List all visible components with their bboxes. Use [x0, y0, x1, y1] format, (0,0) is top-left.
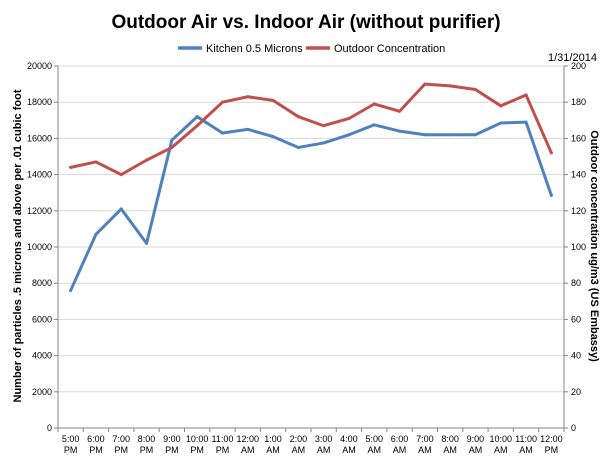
x-tick-label: 10:00 PM — [186, 434, 209, 455]
right-tick-label: 0 — [571, 423, 576, 433]
left-tick-label: 16000 — [27, 133, 52, 143]
data-point-1-15 — [448, 84, 452, 88]
right-tick-label: 160 — [571, 133, 586, 143]
data-point-0-5 — [195, 115, 199, 119]
data-point-1-5 — [195, 124, 199, 128]
right-tick-label: 140 — [571, 170, 586, 180]
series-line-0 — [69, 115, 553, 292]
data-point-0-0 — [69, 288, 73, 292]
data-point-0-12 — [372, 123, 376, 127]
data-point-0-16 — [473, 133, 477, 137]
left-tick-label: 14000 — [27, 170, 52, 180]
data-point-0-14 — [423, 133, 427, 137]
chart-title: Outdoor Air vs. Indoor Air (without puri… — [111, 12, 500, 33]
data-point-1-14 — [423, 82, 427, 86]
data-point-1-3 — [145, 158, 149, 162]
data-point-1-4 — [170, 145, 174, 149]
data-point-0-18 — [524, 120, 528, 124]
legend: Kitchen 0.5 Microns Outdoor Concentratio… — [178, 43, 445, 55]
data-point-0-3 — [145, 241, 149, 245]
left-tick-label: 18000 — [27, 97, 52, 107]
series-line-1 — [69, 82, 553, 177]
x-tick-label: 7:00 AM — [416, 434, 434, 455]
x-tick-label: 11:00 AM — [515, 434, 537, 455]
x-tick-label: 6:00 AM — [391, 434, 409, 455]
left-tick-label: 10000 — [27, 242, 52, 252]
legend-label-outdoor: Outdoor Concentration — [334, 43, 445, 55]
data-point-0-13 — [398, 129, 402, 133]
data-point-0-19 — [549, 193, 553, 197]
right-tick-label: 40 — [571, 351, 581, 361]
x-tick-label: 7:00 PM — [112, 434, 130, 455]
data-point-1-1 — [94, 160, 98, 164]
left-tick-label: 6000 — [32, 314, 52, 324]
x-tick-label: 10:00 AM — [489, 434, 512, 455]
axes — [57, 66, 565, 429]
data-point-1-17 — [499, 104, 503, 108]
x-tick-label: 6:00 PM — [87, 434, 105, 455]
data-point-1-6 — [220, 100, 224, 104]
right-axis-ticks: 0 20 40 60 80 100 120 140 160 180 200 — [564, 61, 586, 433]
data-point-1-13 — [398, 109, 402, 113]
left-tick-label: 12000 — [27, 206, 52, 216]
right-tick-label: 60 — [571, 314, 581, 324]
right-tick-label: 80 — [571, 278, 581, 288]
data-point-0-10 — [322, 141, 326, 145]
right-tick-label: 100 — [571, 242, 586, 252]
data-point-0-4 — [170, 138, 174, 142]
left-tick-label: 4000 — [32, 351, 52, 361]
data-point-0-11 — [347, 133, 351, 137]
right-axis-title: Outdoor concentration ug/m3 (US Embassy) — [588, 130, 600, 362]
legend-label-kitchen: Kitchen 0.5 Microns — [206, 43, 303, 55]
x-tick-label: 1:00 AM — [264, 434, 282, 455]
data-point-1-18 — [524, 93, 528, 97]
x-tick-label: 2:00 AM — [290, 434, 308, 455]
gridlines — [58, 65, 564, 393]
left-tick-label: 20000 — [27, 61, 52, 71]
left-tick-label: 2000 — [32, 387, 52, 397]
right-tick-label: 180 — [571, 97, 586, 107]
data-point-0-8 — [271, 135, 275, 139]
series — [69, 82, 553, 292]
x-tick-label: 11:00 PM — [212, 434, 234, 455]
data-point-0-17 — [499, 121, 503, 125]
data-point-1-16 — [473, 88, 477, 92]
x-tick-label: 4:00 AM — [340, 434, 358, 455]
x-tick-label: 9:00 PM — [163, 434, 181, 455]
data-point-1-2 — [119, 173, 123, 177]
data-point-0-1 — [94, 232, 98, 236]
data-point-1-19 — [549, 151, 553, 155]
data-point-1-8 — [271, 98, 275, 102]
data-point-0-2 — [119, 207, 123, 211]
x-tick-label: 8:00 AM — [441, 434, 459, 455]
left-tick-label: 8000 — [32, 278, 52, 288]
left-axis-ticks: 0 2000 4000 6000 8000 10000 12000 14000 16000 180… — [27, 61, 58, 433]
data-point-1-12 — [372, 102, 376, 106]
x-tick-label: 5:00 PM — [62, 434, 80, 455]
x-tick-label: 12:00 AM — [236, 434, 259, 455]
right-tick-label: 120 — [571, 206, 586, 216]
data-point-1-11 — [347, 116, 351, 120]
right-tick-label: 20 — [571, 387, 581, 397]
x-tick-label: 5:00 AM — [365, 434, 383, 455]
data-point-0-7 — [246, 127, 250, 131]
x-tick-label: 3:00 AM — [315, 434, 333, 455]
data-point-1-9 — [296, 115, 300, 119]
data-point-0-9 — [296, 145, 300, 149]
right-tick-label: 200 — [571, 61, 586, 71]
data-point-1-7 — [246, 95, 250, 99]
data-point-0-6 — [220, 131, 224, 135]
left-axis-title: Number of particles .5 microns and above… — [12, 89, 24, 402]
left-tick-label: 0 — [47, 423, 52, 433]
data-point-1-0 — [69, 165, 73, 169]
x-tick-label: 8:00 PM — [138, 434, 156, 455]
date-annotation: 1/31/2014 — [548, 52, 597, 64]
x-tick-label: 9:00 AM — [467, 434, 485, 455]
data-point-0-15 — [448, 133, 452, 137]
data-point-1-10 — [322, 124, 326, 128]
x-tick-label: 12:00 PM — [540, 434, 563, 455]
